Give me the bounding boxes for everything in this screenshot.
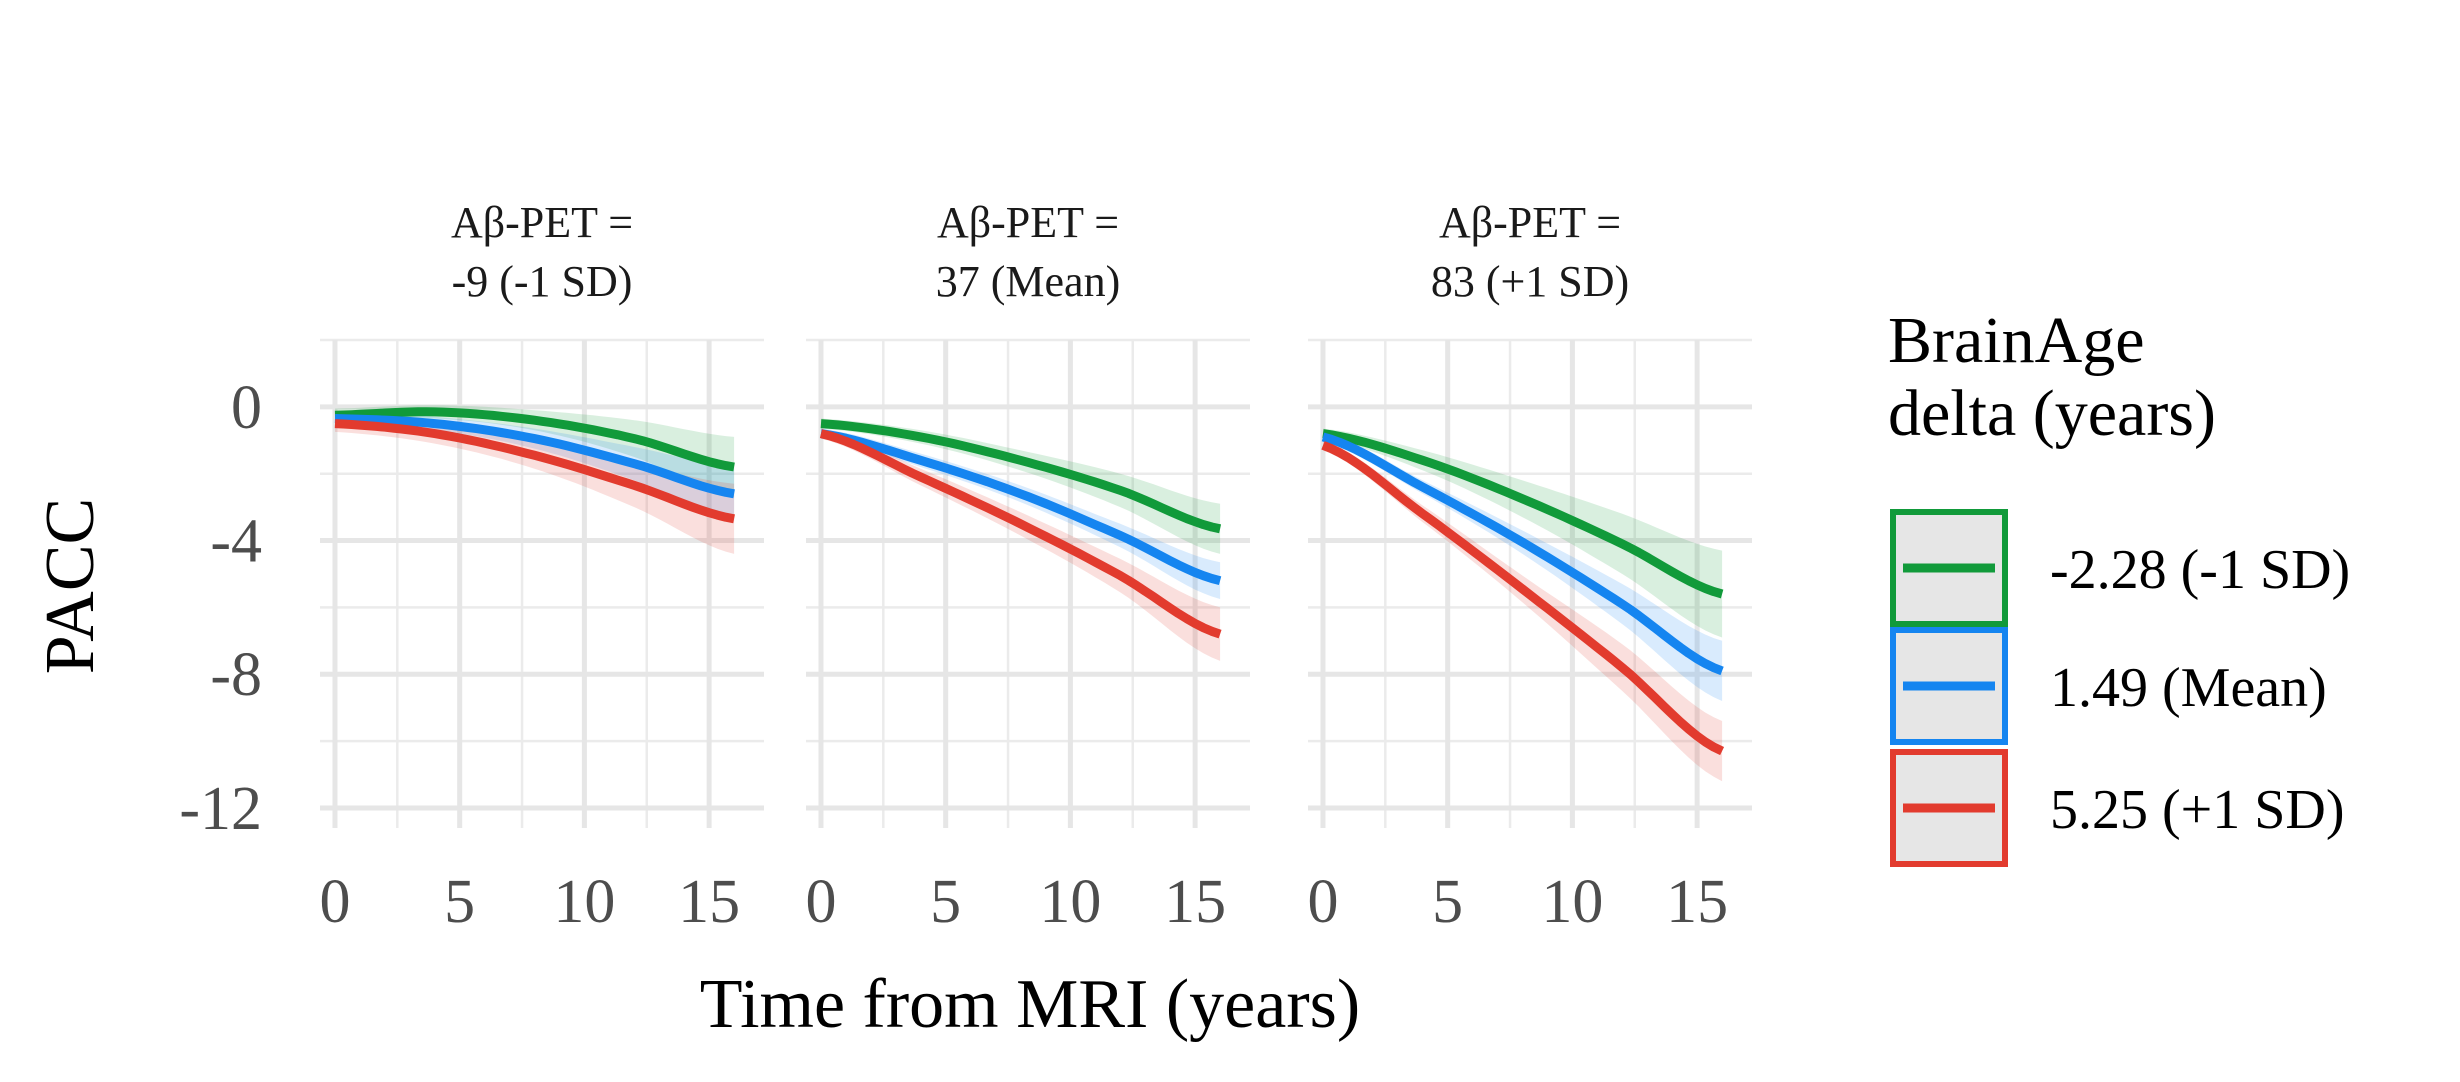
ci-ribbon-series-2 [1323,431,1723,701]
x-tick-label: 0 [805,868,836,936]
legend-item: -2.28 (-1 SD) [1890,509,2350,627]
ci-ribbon-series-1 [335,405,735,498]
legend-label: 5.25 (+1 SD) [2050,779,2344,841]
ci-ribbon-series-3 [1323,440,1723,782]
x-tick-label: 10 [553,868,615,936]
x-axis-title: Time from MRI (years) [700,966,1360,1043]
x-tick-label: 0 [1307,868,1338,936]
x-tick-label: 5 [444,868,475,936]
line-series-2 [820,429,1222,586]
x-tick-label: 10 [1541,868,1603,936]
line-series-3 [334,419,735,524]
facet-strip-label: -9 (-1 SD) [452,257,633,306]
x-tick-label: 15 [678,868,740,936]
y-tick-label: -12 [179,775,262,843]
facet-strip-label: 37 (Mean) [936,257,1121,306]
x-tick-label: 10 [1039,868,1101,936]
y-axis-title: PACC [32,498,109,674]
line-series-1 [1322,429,1724,599]
x-tick-label: 15 [1164,868,1226,936]
line-series-1 [334,407,735,472]
legend-item: 1.49 (Mean) [1890,627,2327,745]
legend-label: -2.28 (-1 SD) [2050,539,2350,601]
y-tick-label: -4 [210,508,262,576]
facet-strip-label: Aβ-PET = [937,198,1119,247]
facet-strip-label: Aβ-PET = [451,198,633,247]
legend-label: 1.49 (Mean) [2050,657,2327,719]
ci-ribbon-series-1 [1323,428,1723,638]
x-tick-label: 0 [319,868,350,936]
x-tick-label: 15 [1666,868,1728,936]
line-series-1 [820,419,1222,534]
legend-title: BrainAge [1888,304,2145,377]
x-tick-label: 5 [930,868,961,936]
facet-panel-1: Aβ-PET = -9 (-1 SD) [320,198,764,828]
facet-strip-label: 83 (+1 SD) [1431,257,1629,306]
line-series-3 [819,429,1222,639]
line-series-2 [1321,432,1724,676]
line-series-2 [334,414,735,499]
y-tick-label: -8 [210,641,262,709]
facet-strip-label: Aβ-PET = [1439,198,1621,247]
axes-layer: 0 5 10 15 0 5 10 15 0 5 10 15 0 -4 -8 -12 [179,374,1728,936]
facet-panel-2: Aβ-PET = 37 (Mean) [806,198,1250,828]
panels-layer: Aβ-PET =-9 (-1 SD)Aβ-PET =37 (Mean)Aβ-PE… [320,198,1752,828]
legend-item: 5.25 (+1 SD) [1890,749,2344,867]
line-series-3 [1321,441,1725,756]
y-tick-label: 0 [231,374,262,442]
x-tick-label: 5 [1432,868,1463,936]
legend-title: delta (years) [1888,377,2216,450]
facet-panel-3: Aβ-PET = 83 (+1 SD) [1308,198,1752,828]
